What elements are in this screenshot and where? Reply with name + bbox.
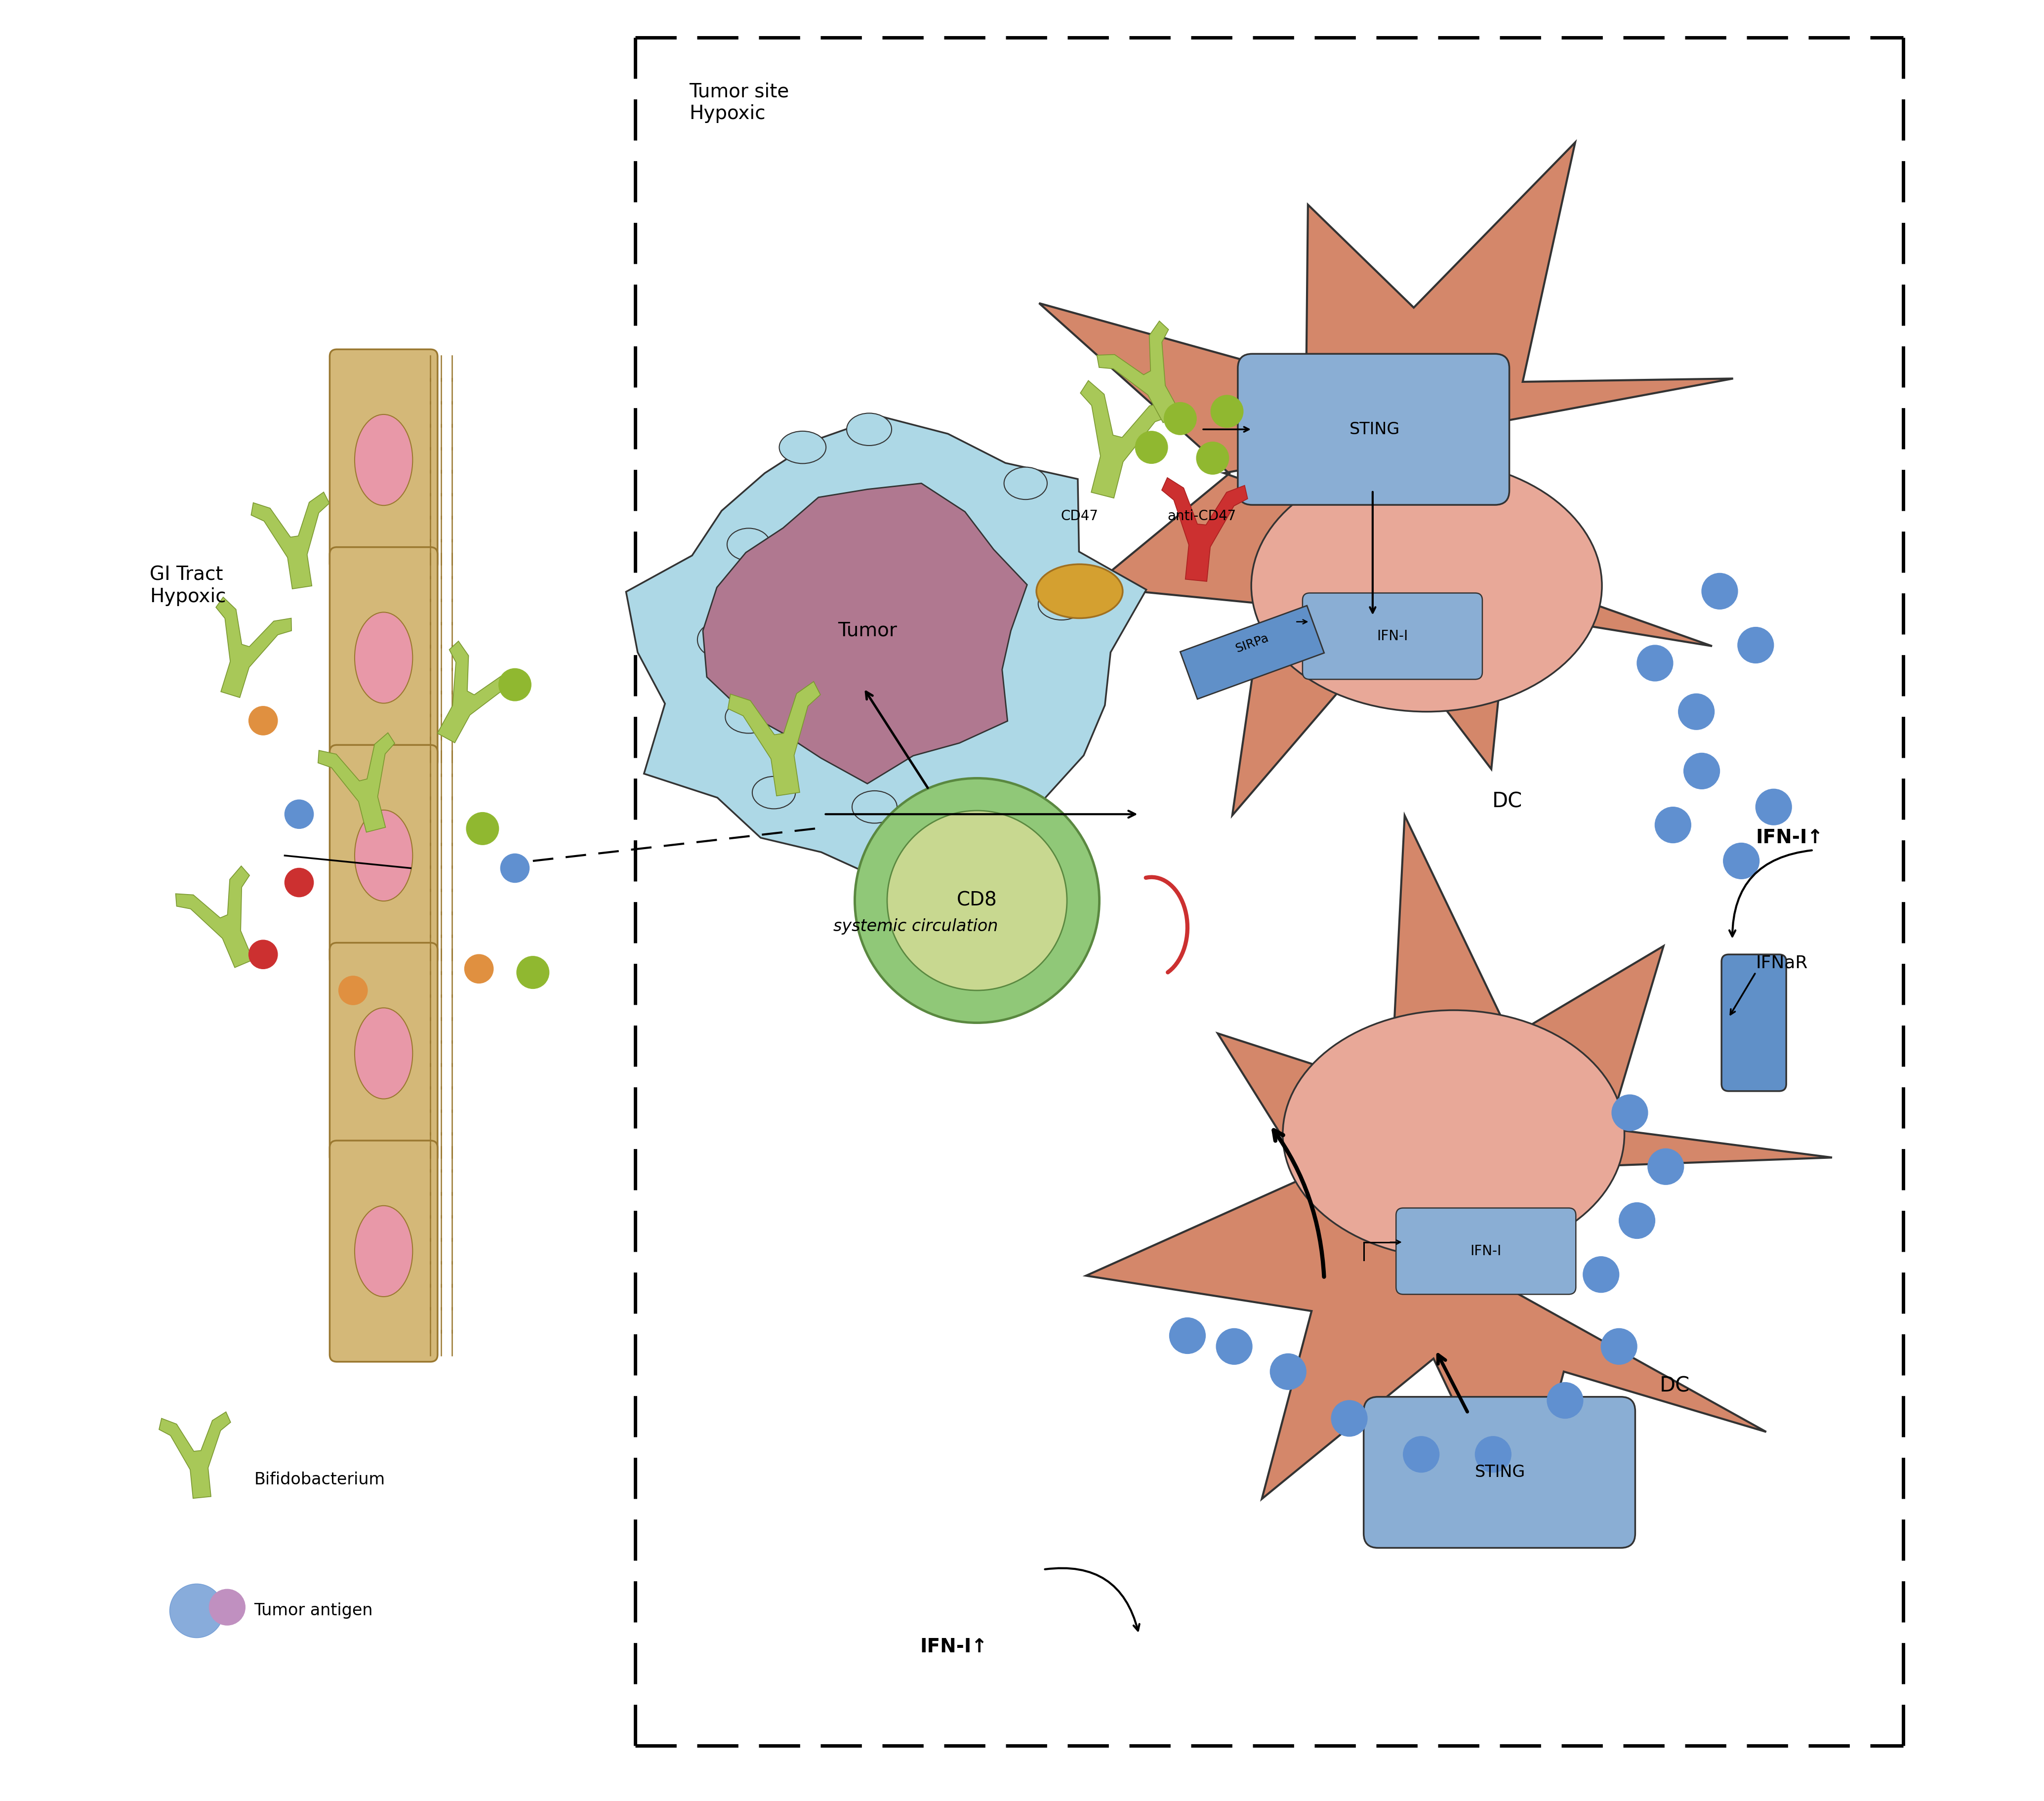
- Text: SIRPa: SIRPa: [1235, 632, 1271, 656]
- Circle shape: [1656, 807, 1690, 843]
- Circle shape: [1169, 1318, 1206, 1354]
- Ellipse shape: [852, 791, 897, 823]
- Circle shape: [1547, 1383, 1582, 1419]
- Polygon shape: [159, 1412, 231, 1498]
- Circle shape: [854, 778, 1100, 1023]
- Ellipse shape: [1251, 459, 1602, 711]
- Circle shape: [1600, 1329, 1637, 1365]
- Circle shape: [170, 1583, 223, 1637]
- Circle shape: [1210, 394, 1243, 427]
- Polygon shape: [1038, 142, 1733, 816]
- Polygon shape: [176, 866, 253, 967]
- Polygon shape: [703, 483, 1028, 783]
- Circle shape: [1647, 1149, 1684, 1185]
- Circle shape: [284, 800, 313, 828]
- Polygon shape: [1085, 816, 1831, 1538]
- Polygon shape: [625, 416, 1147, 879]
- Circle shape: [1613, 1095, 1647, 1131]
- Text: CD8: CD8: [957, 891, 997, 910]
- Polygon shape: [217, 598, 292, 697]
- Polygon shape: [1098, 321, 1181, 423]
- Circle shape: [499, 668, 531, 701]
- Circle shape: [1619, 1203, 1656, 1239]
- FancyBboxPatch shape: [1721, 955, 1786, 1091]
- Text: IFN-I↑: IFN-I↑: [1756, 828, 1823, 846]
- Ellipse shape: [1038, 587, 1085, 620]
- Ellipse shape: [1284, 1010, 1625, 1259]
- Text: IFN-I↑: IFN-I↑: [920, 1637, 987, 1657]
- Ellipse shape: [697, 621, 742, 657]
- Ellipse shape: [728, 528, 771, 560]
- Circle shape: [249, 706, 278, 735]
- Text: STING: STING: [1476, 1464, 1525, 1480]
- FancyBboxPatch shape: [329, 349, 437, 571]
- Ellipse shape: [1004, 466, 1047, 499]
- Text: Tumor: Tumor: [838, 621, 897, 639]
- Circle shape: [1196, 441, 1228, 474]
- FancyBboxPatch shape: [329, 746, 437, 965]
- FancyBboxPatch shape: [329, 1140, 437, 1362]
- Text: systemic circulation: systemic circulation: [834, 919, 997, 935]
- Text: CD47: CD47: [1061, 510, 1098, 522]
- Circle shape: [1331, 1401, 1367, 1437]
- Circle shape: [1684, 753, 1719, 789]
- FancyBboxPatch shape: [1363, 1398, 1635, 1547]
- Text: anti-CD47: anti-CD47: [1167, 510, 1237, 522]
- FancyBboxPatch shape: [329, 548, 437, 769]
- Text: IFNaR: IFNaR: [1756, 955, 1807, 971]
- Circle shape: [339, 976, 368, 1005]
- Text: IFN-I: IFN-I: [1470, 1244, 1502, 1259]
- Circle shape: [1678, 693, 1715, 729]
- Text: STING: STING: [1349, 421, 1400, 438]
- Circle shape: [1476, 1437, 1511, 1473]
- Polygon shape: [1081, 380, 1171, 499]
- FancyBboxPatch shape: [1302, 593, 1482, 679]
- Ellipse shape: [779, 430, 826, 463]
- Circle shape: [501, 854, 529, 882]
- Text: Tumor antigen: Tumor antigen: [253, 1603, 372, 1619]
- Circle shape: [1637, 645, 1672, 681]
- Text: Bifidobacterium: Bifidobacterium: [253, 1471, 384, 1488]
- Text: IFN-I: IFN-I: [1378, 629, 1408, 643]
- Circle shape: [1582, 1257, 1619, 1293]
- Polygon shape: [1161, 477, 1247, 582]
- Ellipse shape: [356, 810, 413, 900]
- Circle shape: [464, 955, 493, 983]
- FancyBboxPatch shape: [329, 942, 437, 1163]
- Circle shape: [1703, 573, 1737, 609]
- Ellipse shape: [726, 701, 773, 733]
- FancyBboxPatch shape: [1396, 1208, 1576, 1295]
- Polygon shape: [728, 681, 820, 796]
- Polygon shape: [319, 733, 394, 832]
- Ellipse shape: [356, 1009, 413, 1099]
- Circle shape: [1134, 430, 1167, 463]
- Circle shape: [1269, 1354, 1306, 1390]
- Ellipse shape: [846, 412, 891, 445]
- Polygon shape: [251, 492, 329, 589]
- Ellipse shape: [356, 414, 413, 506]
- Circle shape: [1404, 1437, 1439, 1473]
- Circle shape: [1756, 789, 1793, 825]
- Polygon shape: [1179, 605, 1325, 699]
- Circle shape: [517, 956, 550, 989]
- Text: DC: DC: [1492, 791, 1523, 812]
- Ellipse shape: [752, 776, 795, 809]
- Circle shape: [1737, 627, 1774, 663]
- Polygon shape: [437, 641, 521, 742]
- Text: Tumor site
Hypoxic: Tumor site Hypoxic: [689, 83, 789, 122]
- Circle shape: [249, 940, 278, 969]
- Text: DC: DC: [1660, 1376, 1690, 1396]
- Ellipse shape: [356, 1205, 413, 1297]
- Circle shape: [887, 810, 1067, 991]
- FancyBboxPatch shape: [1239, 353, 1508, 504]
- Circle shape: [284, 868, 313, 897]
- Circle shape: [466, 812, 499, 845]
- Ellipse shape: [356, 612, 413, 702]
- Circle shape: [1165, 402, 1196, 434]
- Circle shape: [1723, 843, 1760, 879]
- Circle shape: [1216, 1329, 1253, 1365]
- Text: GI Tract
Hypoxic: GI Tract Hypoxic: [149, 566, 227, 607]
- Circle shape: [208, 1588, 245, 1625]
- Ellipse shape: [1036, 564, 1122, 618]
